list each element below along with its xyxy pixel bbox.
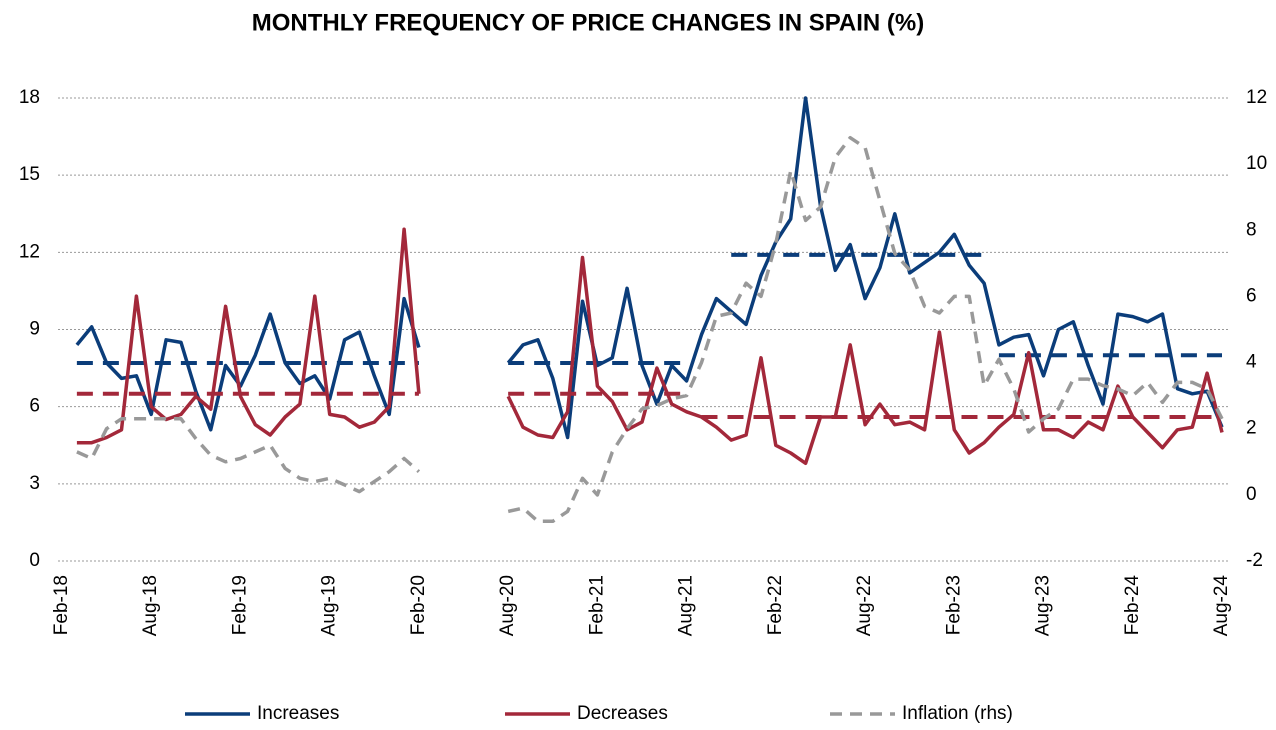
- y2-tick-label: 2: [1246, 418, 1257, 439]
- y2-tick-label: 12: [1246, 87, 1267, 108]
- chart-title: MONTHLY FREQUENCY OF PRICE CHANGES IN SP…: [252, 9, 925, 36]
- x-tick-label: Feb-19: [229, 575, 250, 635]
- y-tick-label: 9: [29, 319, 40, 340]
- x-tick-label: Feb-24: [1122, 575, 1143, 636]
- series-line: [76, 135, 1224, 524]
- x-tick-label: Feb-22: [765, 575, 786, 635]
- y-tick-label: 12: [19, 241, 40, 262]
- series-line: [76, 227, 1224, 466]
- x-tick-label: Feb-18: [51, 575, 72, 635]
- x-tick-label: Feb-20: [408, 575, 429, 635]
- x-tick-label: Aug-23: [1033, 575, 1054, 636]
- x-tick-label: Aug-20: [497, 575, 518, 636]
- x-tick-label: Aug-19: [319, 575, 340, 636]
- x-tick-label: Feb-23: [943, 575, 964, 635]
- y2-tick-label: 6: [1246, 285, 1257, 306]
- x-tick-label: Feb-21: [586, 575, 607, 635]
- y2-tick-label: 10: [1246, 153, 1267, 174]
- x-tick-label: Aug-21: [676, 575, 697, 636]
- y-tick-label: 0: [29, 550, 40, 571]
- y-tick-label: 3: [29, 473, 40, 494]
- legend-label: Decreases: [577, 703, 668, 724]
- y-tick-label: 6: [29, 396, 40, 417]
- legend-label: Inflation (rhs): [902, 703, 1013, 724]
- y2-tick-label: 0: [1246, 484, 1257, 505]
- x-tick-label: Aug-22: [854, 575, 875, 636]
- y2-tick-label: 4: [1246, 352, 1257, 373]
- y2-tick-label: 8: [1246, 219, 1257, 240]
- y2-tick-label: -2: [1246, 550, 1263, 571]
- y-tick-label: 15: [19, 164, 40, 185]
- legend-label: Increases: [257, 703, 339, 724]
- x-tick-label: Aug-18: [140, 575, 161, 636]
- series-line: [75, 96, 1224, 440]
- x-tick-label: Aug-24: [1211, 575, 1232, 637]
- y-tick-label: 18: [19, 87, 40, 108]
